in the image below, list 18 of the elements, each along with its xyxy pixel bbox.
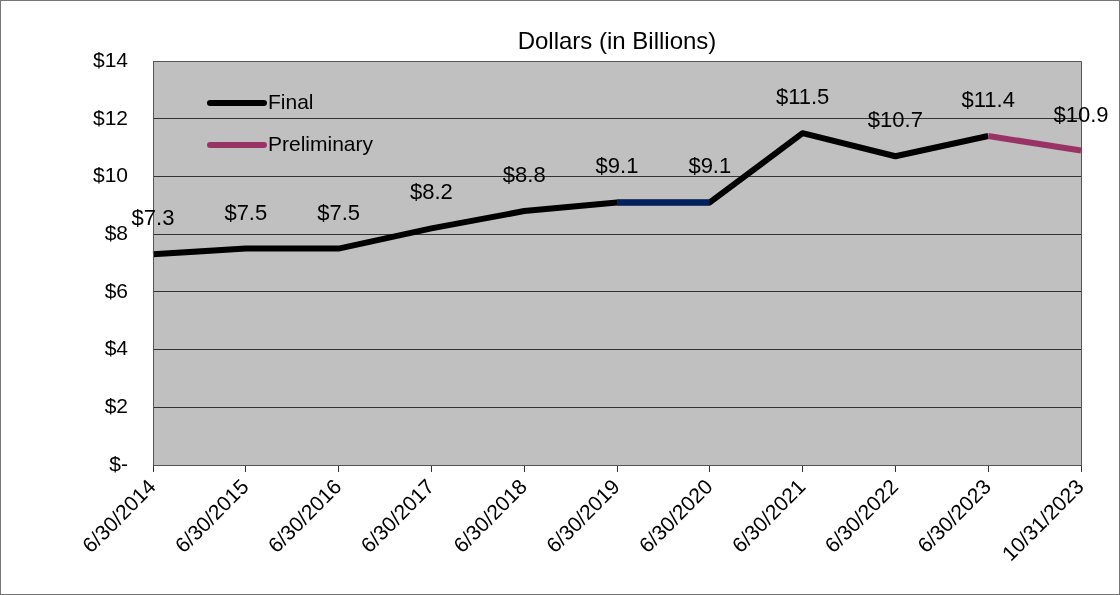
y-tick-label: $6: [104, 278, 128, 302]
y-tick-label: $8: [104, 220, 128, 244]
data-label: $7.5: [224, 199, 268, 225]
data-label: $9.1: [595, 153, 639, 179]
data-label: $11.4: [961, 87, 1015, 113]
chart-title: Dollars (in Billions): [517, 27, 717, 54]
y-tick-label: $2: [104, 394, 128, 418]
data-label: $8.2: [409, 179, 453, 205]
y-tick-label: $14: [92, 47, 129, 71]
y-tick-label: $12: [92, 105, 128, 129]
legend-label: Preliminary: [268, 131, 374, 155]
data-label: $11.5: [775, 84, 830, 110]
y-tick-label: $4: [104, 336, 129, 360]
y-tick-label: $10: [92, 163, 128, 187]
legend-label: Final: [268, 89, 314, 113]
y-tick-label: $-: [109, 451, 128, 475]
data-label: $7.5: [317, 199, 361, 225]
data-label: $9.1: [688, 153, 732, 179]
